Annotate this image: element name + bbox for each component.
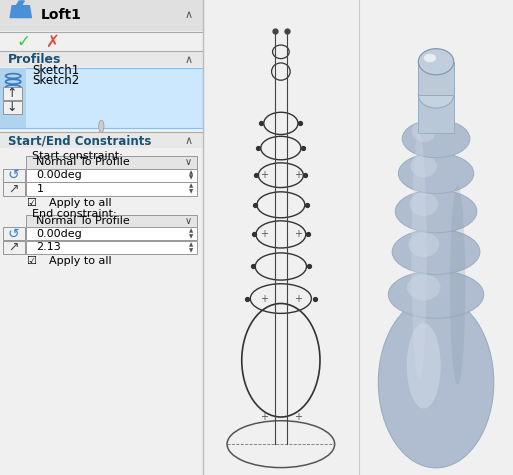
Ellipse shape	[412, 121, 436, 142]
FancyBboxPatch shape	[0, 68, 203, 128]
Ellipse shape	[410, 155, 437, 177]
Text: ∧: ∧	[184, 10, 192, 20]
FancyBboxPatch shape	[3, 241, 25, 254]
Text: ∧: ∧	[184, 135, 192, 146]
Text: ▼: ▼	[189, 234, 193, 239]
Ellipse shape	[392, 229, 480, 275]
FancyBboxPatch shape	[26, 227, 197, 240]
Ellipse shape	[407, 275, 441, 301]
Text: ↺: ↺	[8, 227, 19, 241]
Ellipse shape	[395, 190, 477, 233]
Text: Sketch2: Sketch2	[32, 74, 80, 87]
Text: Normal To Profile: Normal To Profile	[36, 216, 130, 226]
Ellipse shape	[407, 323, 441, 408]
Text: ✗: ✗	[45, 33, 58, 51]
Text: Apply to all: Apply to all	[49, 256, 111, 266]
Text: +: +	[294, 229, 302, 239]
FancyBboxPatch shape	[0, 133, 203, 148]
Text: ↺: ↺	[8, 168, 19, 182]
Text: ∨: ∨	[185, 157, 192, 168]
Text: ☑: ☑	[26, 198, 36, 208]
FancyBboxPatch shape	[3, 169, 25, 182]
Text: Start/End Constraints: Start/End Constraints	[8, 134, 151, 147]
Text: ☑: ☑	[26, 256, 36, 266]
Polygon shape	[418, 95, 453, 133]
Ellipse shape	[402, 120, 470, 158]
FancyBboxPatch shape	[26, 182, 197, 196]
Text: +: +	[260, 412, 268, 422]
Text: ∧: ∧	[184, 55, 192, 65]
Text: +: +	[260, 294, 268, 304]
Text: Sketch1: Sketch1	[32, 64, 80, 77]
Text: Normal To Profile: Normal To Profile	[36, 157, 130, 168]
FancyBboxPatch shape	[26, 215, 197, 227]
Text: ▲: ▲	[189, 228, 193, 233]
Text: Apply to all: Apply to all	[49, 198, 111, 208]
Text: ∨: ∨	[185, 216, 192, 226]
Text: ▲: ▲	[189, 242, 193, 247]
Text: 0.00deg: 0.00deg	[36, 170, 82, 180]
FancyBboxPatch shape	[3, 87, 22, 100]
FancyBboxPatch shape	[0, 68, 26, 128]
Text: End constraint:: End constraint:	[32, 209, 117, 219]
Ellipse shape	[424, 54, 436, 62]
Text: ✓: ✓	[16, 33, 30, 51]
FancyBboxPatch shape	[26, 169, 197, 182]
Text: Loft1: Loft1	[41, 8, 82, 22]
Ellipse shape	[378, 297, 494, 468]
Ellipse shape	[388, 271, 484, 318]
FancyBboxPatch shape	[26, 156, 197, 169]
Text: +: +	[294, 170, 302, 180]
Text: +: +	[260, 229, 268, 239]
Ellipse shape	[450, 185, 465, 385]
Polygon shape	[418, 62, 453, 95]
Ellipse shape	[418, 49, 453, 75]
FancyBboxPatch shape	[3, 182, 25, 196]
Text: Profiles: Profiles	[8, 53, 62, 67]
Ellipse shape	[398, 153, 473, 194]
Polygon shape	[10, 6, 31, 18]
Text: 1: 1	[36, 184, 44, 194]
FancyBboxPatch shape	[0, 52, 203, 67]
FancyBboxPatch shape	[26, 241, 197, 254]
FancyBboxPatch shape	[3, 101, 22, 114]
FancyBboxPatch shape	[0, 0, 203, 31]
Text: ▼: ▼	[189, 176, 193, 180]
Text: +: +	[294, 294, 302, 304]
Text: Start constraint:: Start constraint:	[32, 151, 123, 161]
Text: ▲: ▲	[189, 184, 193, 189]
Text: ↓: ↓	[7, 101, 17, 114]
Text: ▲: ▲	[189, 170, 193, 175]
Polygon shape	[16, 1, 24, 6]
Text: +: +	[294, 412, 302, 422]
Text: ▼: ▼	[189, 190, 193, 194]
Text: ↗: ↗	[9, 241, 19, 254]
Circle shape	[98, 120, 104, 133]
Ellipse shape	[409, 192, 438, 216]
Text: ▼: ▼	[189, 248, 193, 253]
Ellipse shape	[418, 82, 453, 108]
Text: +: +	[260, 170, 268, 180]
Text: 2.13: 2.13	[36, 242, 61, 253]
FancyBboxPatch shape	[3, 227, 25, 240]
Ellipse shape	[408, 232, 439, 257]
Text: 0.00deg: 0.00deg	[36, 228, 82, 239]
Text: ↗: ↗	[9, 182, 19, 196]
Text: ↑: ↑	[7, 87, 17, 100]
Ellipse shape	[411, 133, 427, 380]
